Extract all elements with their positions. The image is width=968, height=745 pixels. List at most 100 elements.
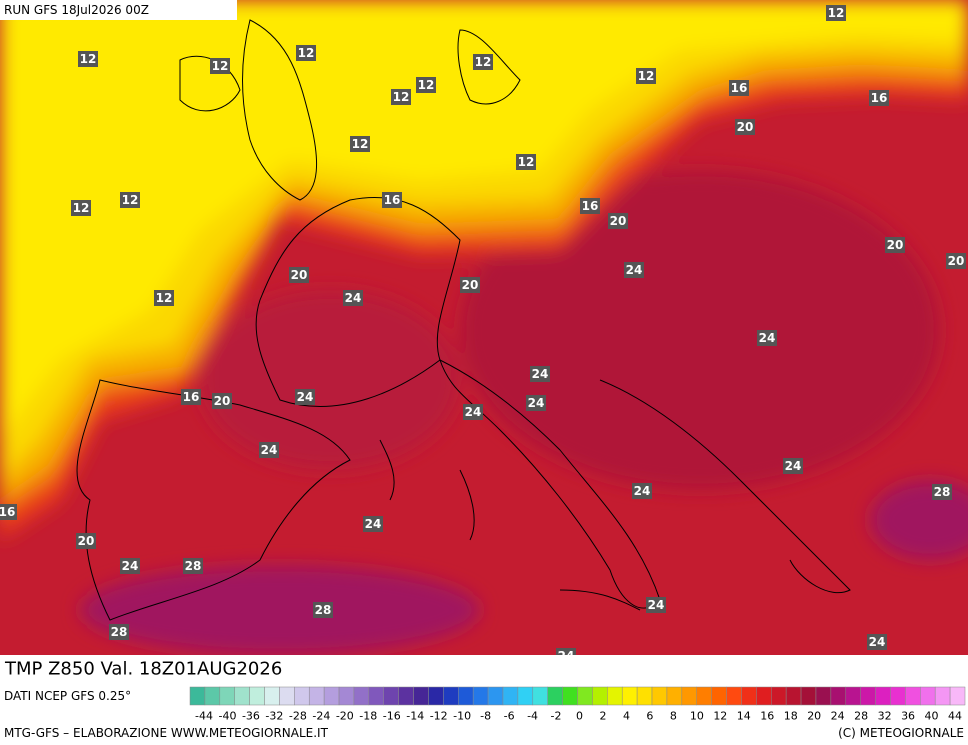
- colorbar-tick-label: -44: [195, 710, 213, 723]
- colorbar-tick-label: -10: [453, 710, 471, 723]
- label-text: 12: [298, 46, 315, 60]
- colorbar-tick-label: 6: [646, 710, 653, 723]
- label-box: [76, 533, 96, 549]
- contour-label: 16: [0, 504, 17, 520]
- contour-label: 24: [624, 262, 644, 278]
- contour-label: 12: [473, 54, 493, 70]
- label-box: [826, 5, 846, 21]
- label-box: [636, 68, 656, 84]
- colorbar-swatch: [219, 686, 235, 706]
- colorbar-tick-label: 20: [807, 710, 821, 723]
- contour-label: 20: [735, 119, 755, 135]
- contour-label: 24: [343, 290, 363, 306]
- colorbar-swatch: [711, 686, 727, 706]
- label-box: [183, 558, 203, 574]
- colorbar-swatch: [607, 686, 623, 706]
- contour-label: 28: [313, 602, 333, 618]
- colorbar-swatch: [875, 686, 891, 706]
- colorbar-swatch: [756, 686, 772, 706]
- colorbar-swatch: [398, 686, 414, 706]
- label-box: [530, 366, 550, 382]
- credit-text: MTG-GFS – ELABORAZIONE WWW.METEOGIORNALE…: [4, 726, 329, 740]
- label-text: 28: [185, 559, 202, 573]
- label-text: 12: [122, 193, 139, 207]
- contour-label: 24: [783, 458, 803, 474]
- label-text: 12: [212, 59, 229, 73]
- contour-label: 24: [363, 516, 383, 532]
- label-text: 20: [78, 534, 95, 548]
- label-box: [210, 58, 230, 74]
- colorbar-swatch: [592, 686, 608, 706]
- label-box: [946, 253, 966, 269]
- contour-label: 12: [154, 290, 174, 306]
- colorbar-swatch: [830, 686, 847, 706]
- colorbar-tick-label: -20: [336, 710, 354, 723]
- contour-label: 12: [78, 51, 98, 67]
- label-text: 24: [122, 559, 139, 573]
- label-box: [313, 602, 333, 618]
- colorbar-tick-label: 24: [831, 710, 845, 723]
- label-box: [473, 54, 493, 70]
- label-box: [259, 442, 279, 458]
- colorbar-swatch: [323, 686, 340, 706]
- label-box: [343, 290, 363, 306]
- label-box: [516, 154, 536, 170]
- contour-label: 20: [460, 277, 480, 293]
- colorbar-swatch: [621, 686, 638, 706]
- label-text: 20: [462, 278, 479, 292]
- label-text: 12: [352, 137, 369, 151]
- run-box: [0, 0, 237, 20]
- label-text: 24: [365, 517, 382, 531]
- colorbar-swatch: [636, 686, 653, 706]
- colorbar-tick-label: 12: [713, 710, 727, 723]
- label-box: [71, 200, 91, 216]
- contour-label: 16: [181, 389, 201, 405]
- coastlines: [76, 19, 851, 621]
- label-text: 12: [828, 6, 845, 20]
- label-box: [120, 558, 140, 574]
- colorbar-swatch: [294, 686, 310, 706]
- colorbar-swatch: [532, 686, 548, 706]
- temperature-field: [0, 0, 968, 655]
- label-text: 12: [418, 78, 435, 92]
- label-text: 24: [532, 367, 549, 381]
- label-text: 24: [261, 443, 278, 457]
- contour-label: 28: [932, 484, 952, 500]
- colorbar-swatch: [308, 686, 325, 706]
- label-text: 12: [80, 52, 97, 66]
- label-box: [885, 237, 905, 253]
- contour-labels: 12 12 12 12 12 12 12 12 16 16 20 12 12 12 12 16 16 20 20 20…: [0, 5, 966, 664]
- colorbar-swatch: [204, 686, 221, 706]
- label-box: [526, 395, 546, 411]
- label-box: [154, 290, 174, 306]
- label-box: [109, 624, 129, 640]
- colorbar-tick-label: 14: [737, 710, 751, 723]
- contour-label: 16: [729, 80, 749, 96]
- contour-label: 16: [382, 192, 402, 208]
- label-text: 20: [887, 238, 904, 252]
- colorbar-tick-label: 44: [948, 710, 962, 723]
- contour-label: 28: [109, 624, 129, 640]
- label-text: 24: [345, 291, 362, 305]
- label-box: [624, 262, 644, 278]
- colorbar-tick-label: -24: [312, 710, 330, 723]
- colorbar-swatch: [443, 686, 459, 706]
- field-box: [0, 655, 415, 683]
- contour-label: 20: [946, 253, 966, 269]
- label-text: 24: [759, 331, 776, 345]
- label-box: [632, 483, 652, 499]
- colorbar-swatch: [472, 686, 489, 706]
- label-text: 16: [871, 91, 888, 105]
- label-text: 12: [518, 155, 535, 169]
- label-text: 24: [528, 396, 545, 410]
- colorbar-tick-label: 8: [670, 710, 677, 723]
- contour-label: 24: [867, 634, 887, 650]
- colorbar-tick-label: -6: [504, 710, 515, 723]
- colorbar-swatch: [741, 686, 757, 706]
- contour-label: 24: [530, 366, 550, 382]
- colorbar-tick-label: -14: [406, 710, 424, 723]
- contour-label: 24: [463, 404, 483, 420]
- colorbar-swatch: [771, 686, 787, 706]
- colorbar-swatch: [815, 686, 832, 706]
- contour-label: 16: [580, 198, 600, 214]
